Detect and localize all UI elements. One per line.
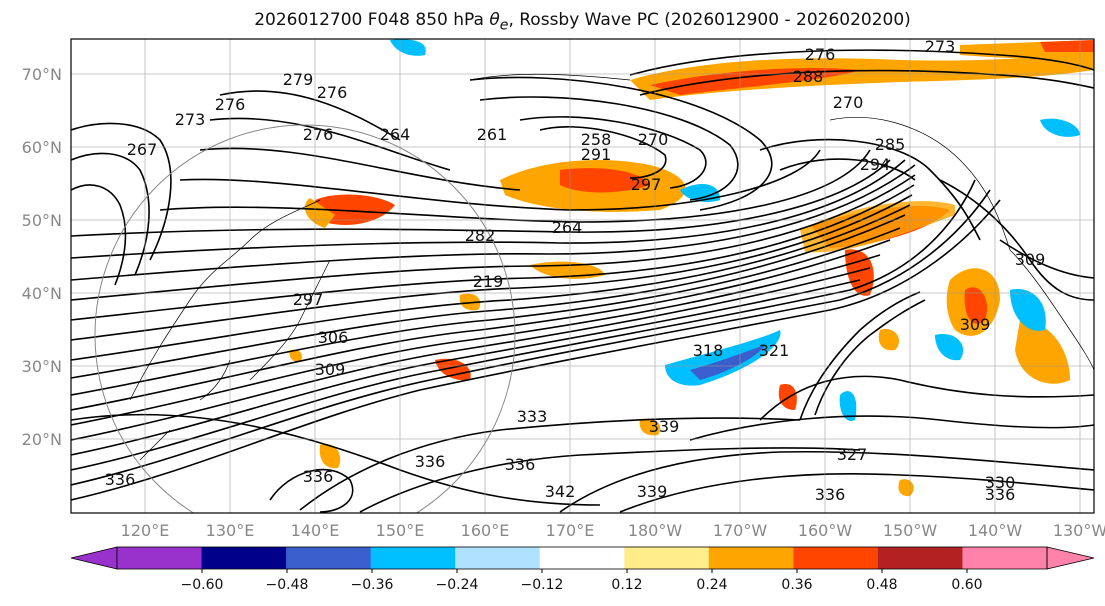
contour-label: 339 [637, 482, 668, 501]
contour-label: 330 [985, 473, 1016, 492]
contour-label: 306 [318, 328, 349, 347]
contour-label: 336 [415, 452, 446, 471]
title-symbol: θ [489, 10, 500, 30]
colorbar-tick-label: −0.36 [351, 577, 394, 593]
contour-label: 336 [105, 470, 136, 489]
colorbar-frame [116, 546, 1048, 570]
colorbar-bin [201, 547, 287, 569]
lon-label: 130°E [206, 521, 255, 540]
latitude-labels: 70°N 60°N 50°N 40°N 30°N 20°N [22, 65, 62, 449]
colorbar-extend-high [1046, 546, 1095, 570]
contour-label: 291 [581, 145, 612, 164]
colorbar-bin [793, 547, 879, 569]
colorbar-bin [117, 547, 203, 569]
coastlines [129, 73, 1094, 461]
lon-label: 170°W [713, 521, 768, 540]
lat-label: 70°N [22, 65, 62, 84]
contour-label: 264 [380, 125, 411, 144]
lat-label: 60°N [22, 138, 62, 157]
colorbar-tick-label: −0.24 [436, 577, 479, 593]
contour-label: 339 [649, 417, 680, 436]
contour-label: 321 [759, 341, 790, 360]
contour-label: 336 [815, 485, 846, 504]
contour-lines [71, 49, 1094, 513]
lon-label: 160°E [461, 521, 510, 540]
lon-label: 150°E [376, 521, 425, 540]
contour-label: 258 [581, 130, 612, 149]
colorbar-tick-label: 0.12 [611, 577, 642, 593]
colorbar-tick-label: −0.48 [266, 577, 309, 593]
contour-label: 267 [127, 140, 158, 159]
colorbar-tick-label: 0.36 [781, 577, 812, 593]
lat-label: 50°N [22, 211, 62, 230]
lon-label: 140°W [968, 521, 1023, 540]
contour-label: 318 [693, 341, 724, 360]
contour-label: 276 [215, 95, 246, 114]
lon-label: 120°E [121, 521, 170, 540]
contour-label: 309 [315, 360, 346, 379]
lon-label: 160°W [798, 521, 853, 540]
contour-label: 276 [805, 45, 836, 64]
lon-label: 140°E [291, 521, 340, 540]
contour-label: 336 [985, 485, 1016, 504]
colorbar-tick-label: 0.48 [866, 577, 897, 593]
lon-label: 130°W [1053, 521, 1105, 540]
colorbar-bin [286, 547, 372, 569]
lon-label: 180°W [628, 521, 683, 540]
contour-label: 270 [638, 130, 669, 149]
contour-label: 336 [505, 455, 536, 474]
graticule [71, 39, 1094, 513]
contour-label: 297 [293, 290, 324, 309]
colorbar-bin [624, 547, 710, 569]
contour-label: 276 [303, 125, 334, 144]
colorbar-tick-label: −0.60 [181, 577, 224, 593]
lon-label: 170°E [546, 521, 595, 540]
lon-label: 150°W [883, 521, 938, 540]
lat-label: 30°N [22, 357, 62, 376]
colorbar-bin [962, 547, 1048, 569]
colorbar-tick-label: 0.60 [951, 577, 982, 593]
contour-label: 297 [631, 175, 662, 194]
contour-label: 261 [477, 125, 508, 144]
contour-label: 285 [875, 135, 906, 154]
contour-label: 309 [1015, 250, 1046, 269]
contour-label: 219 [473, 272, 504, 291]
contour-label: 342 [545, 482, 576, 501]
contour-label: 336 [303, 467, 334, 486]
map-title: 2026012700 F048 850 hPa θe, Rossby Wave … [0, 10, 1105, 33]
colorbar-extend-low [70, 546, 118, 570]
contour-label: 309 [960, 315, 991, 334]
contour-label: 333 [517, 407, 548, 426]
contour-label: 288 [793, 67, 824, 86]
contour-label: 264 [552, 218, 583, 237]
colorbar-tick-label: 0.24 [696, 577, 727, 593]
colorbar-bin [370, 547, 456, 569]
colorbar-bin [708, 547, 794, 569]
map-frame [70, 38, 1095, 514]
contour-label: 276 [317, 83, 348, 102]
colorbar-bin [877, 547, 963, 569]
domain-circle [94, 124, 516, 513]
lat-label: 20°N [22, 430, 62, 449]
colorbar: −0.60 −0.48 −0.36 −0.24 −0.12 0.12 0.24 0.36 0.4… [70, 546, 1095, 593]
title-subscript: e [499, 17, 509, 34]
contour-label: 273 [925, 37, 956, 56]
contour-label: 270 [833, 93, 864, 112]
title-suffix: , Rossby Wave PC (2026012900 - 202602020… [508, 10, 911, 30]
contour-label: 273 [175, 110, 206, 129]
contour-label: 282 [465, 226, 496, 245]
colorbar-bin [455, 547, 541, 569]
colorbar-bin [539, 547, 625, 569]
contour-label: 279 [283, 70, 314, 89]
contour-label: 294 [860, 155, 891, 174]
contour-label: 327 [837, 445, 868, 464]
longitude-labels: 120°E 130°E 140°E 150°E 160°E 170°E 180°W 170°W… [121, 521, 1105, 540]
title-prefix: 2026012700 F048 850 hPa [254, 10, 490, 30]
lat-label: 40°N [22, 284, 62, 303]
colorbar-tick-label: −0.12 [521, 577, 564, 593]
